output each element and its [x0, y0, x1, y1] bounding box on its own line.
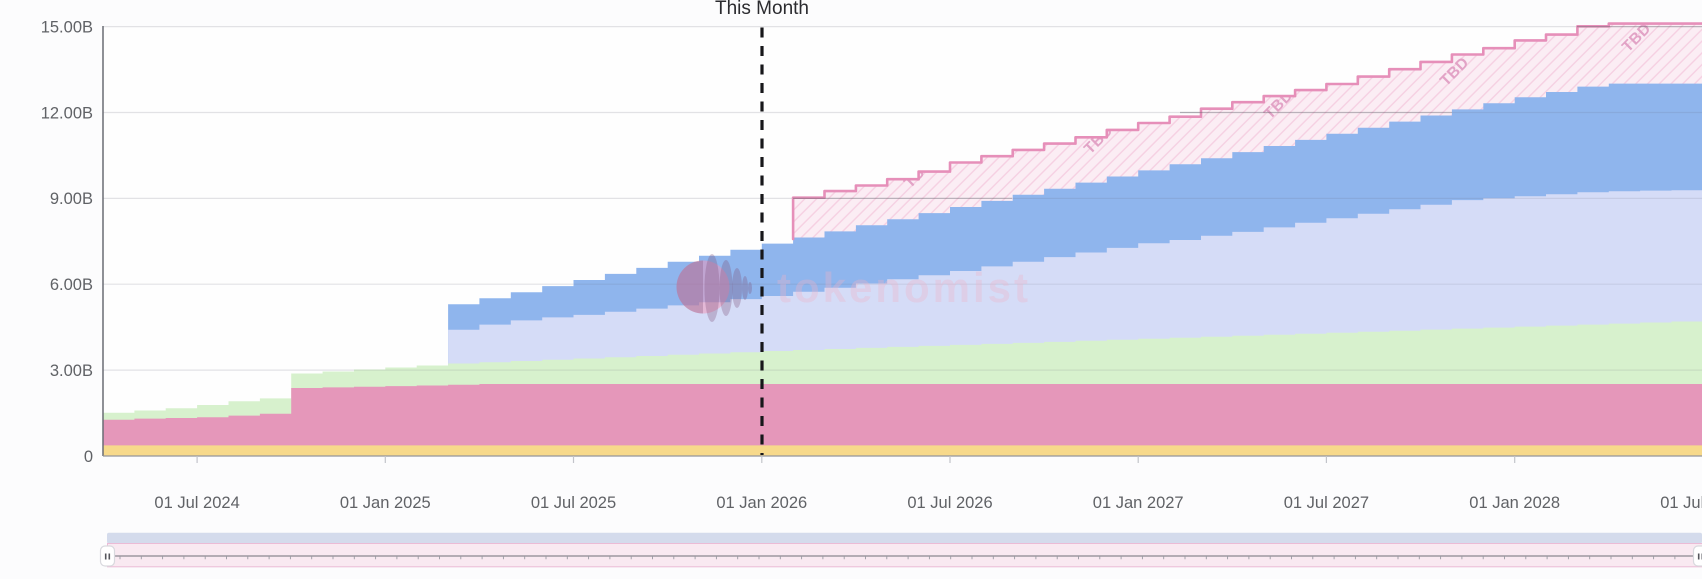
svg-text:01 Jan 2026: 01 Jan 2026 — [716, 494, 807, 512]
svg-text:01 Jul 2027: 01 Jul 2027 — [1284, 494, 1369, 512]
svg-text:01 Jul 2025: 01 Jul 2025 — [531, 494, 616, 512]
svg-text:01 Jan 2025: 01 Jan 2025 — [340, 494, 431, 512]
svg-text:15.00B: 15.00B — [41, 18, 93, 36]
svg-text:This Month: This Month — [715, 0, 809, 19]
svg-text:12.00B: 12.00B — [41, 104, 93, 122]
svg-text:01 Jan 2027: 01 Jan 2027 — [1093, 494, 1184, 512]
svg-text:01 Jul 2028: 01 Jul 2028 — [1660, 494, 1702, 512]
svg-text:9.00B: 9.00B — [50, 190, 93, 208]
svg-text:3.00B: 3.00B — [50, 362, 93, 380]
svg-text:01 Jul 2026: 01 Jul 2026 — [907, 494, 992, 512]
svg-text:0: 0 — [84, 448, 93, 466]
svg-text:6.00B: 6.00B — [50, 276, 93, 294]
svg-text:tokenomist: tokenomist — [777, 264, 1031, 311]
svg-text:01 Jan 2028: 01 Jan 2028 — [1469, 494, 1560, 512]
svg-text:01 Jul 2024: 01 Jul 2024 — [154, 494, 239, 512]
